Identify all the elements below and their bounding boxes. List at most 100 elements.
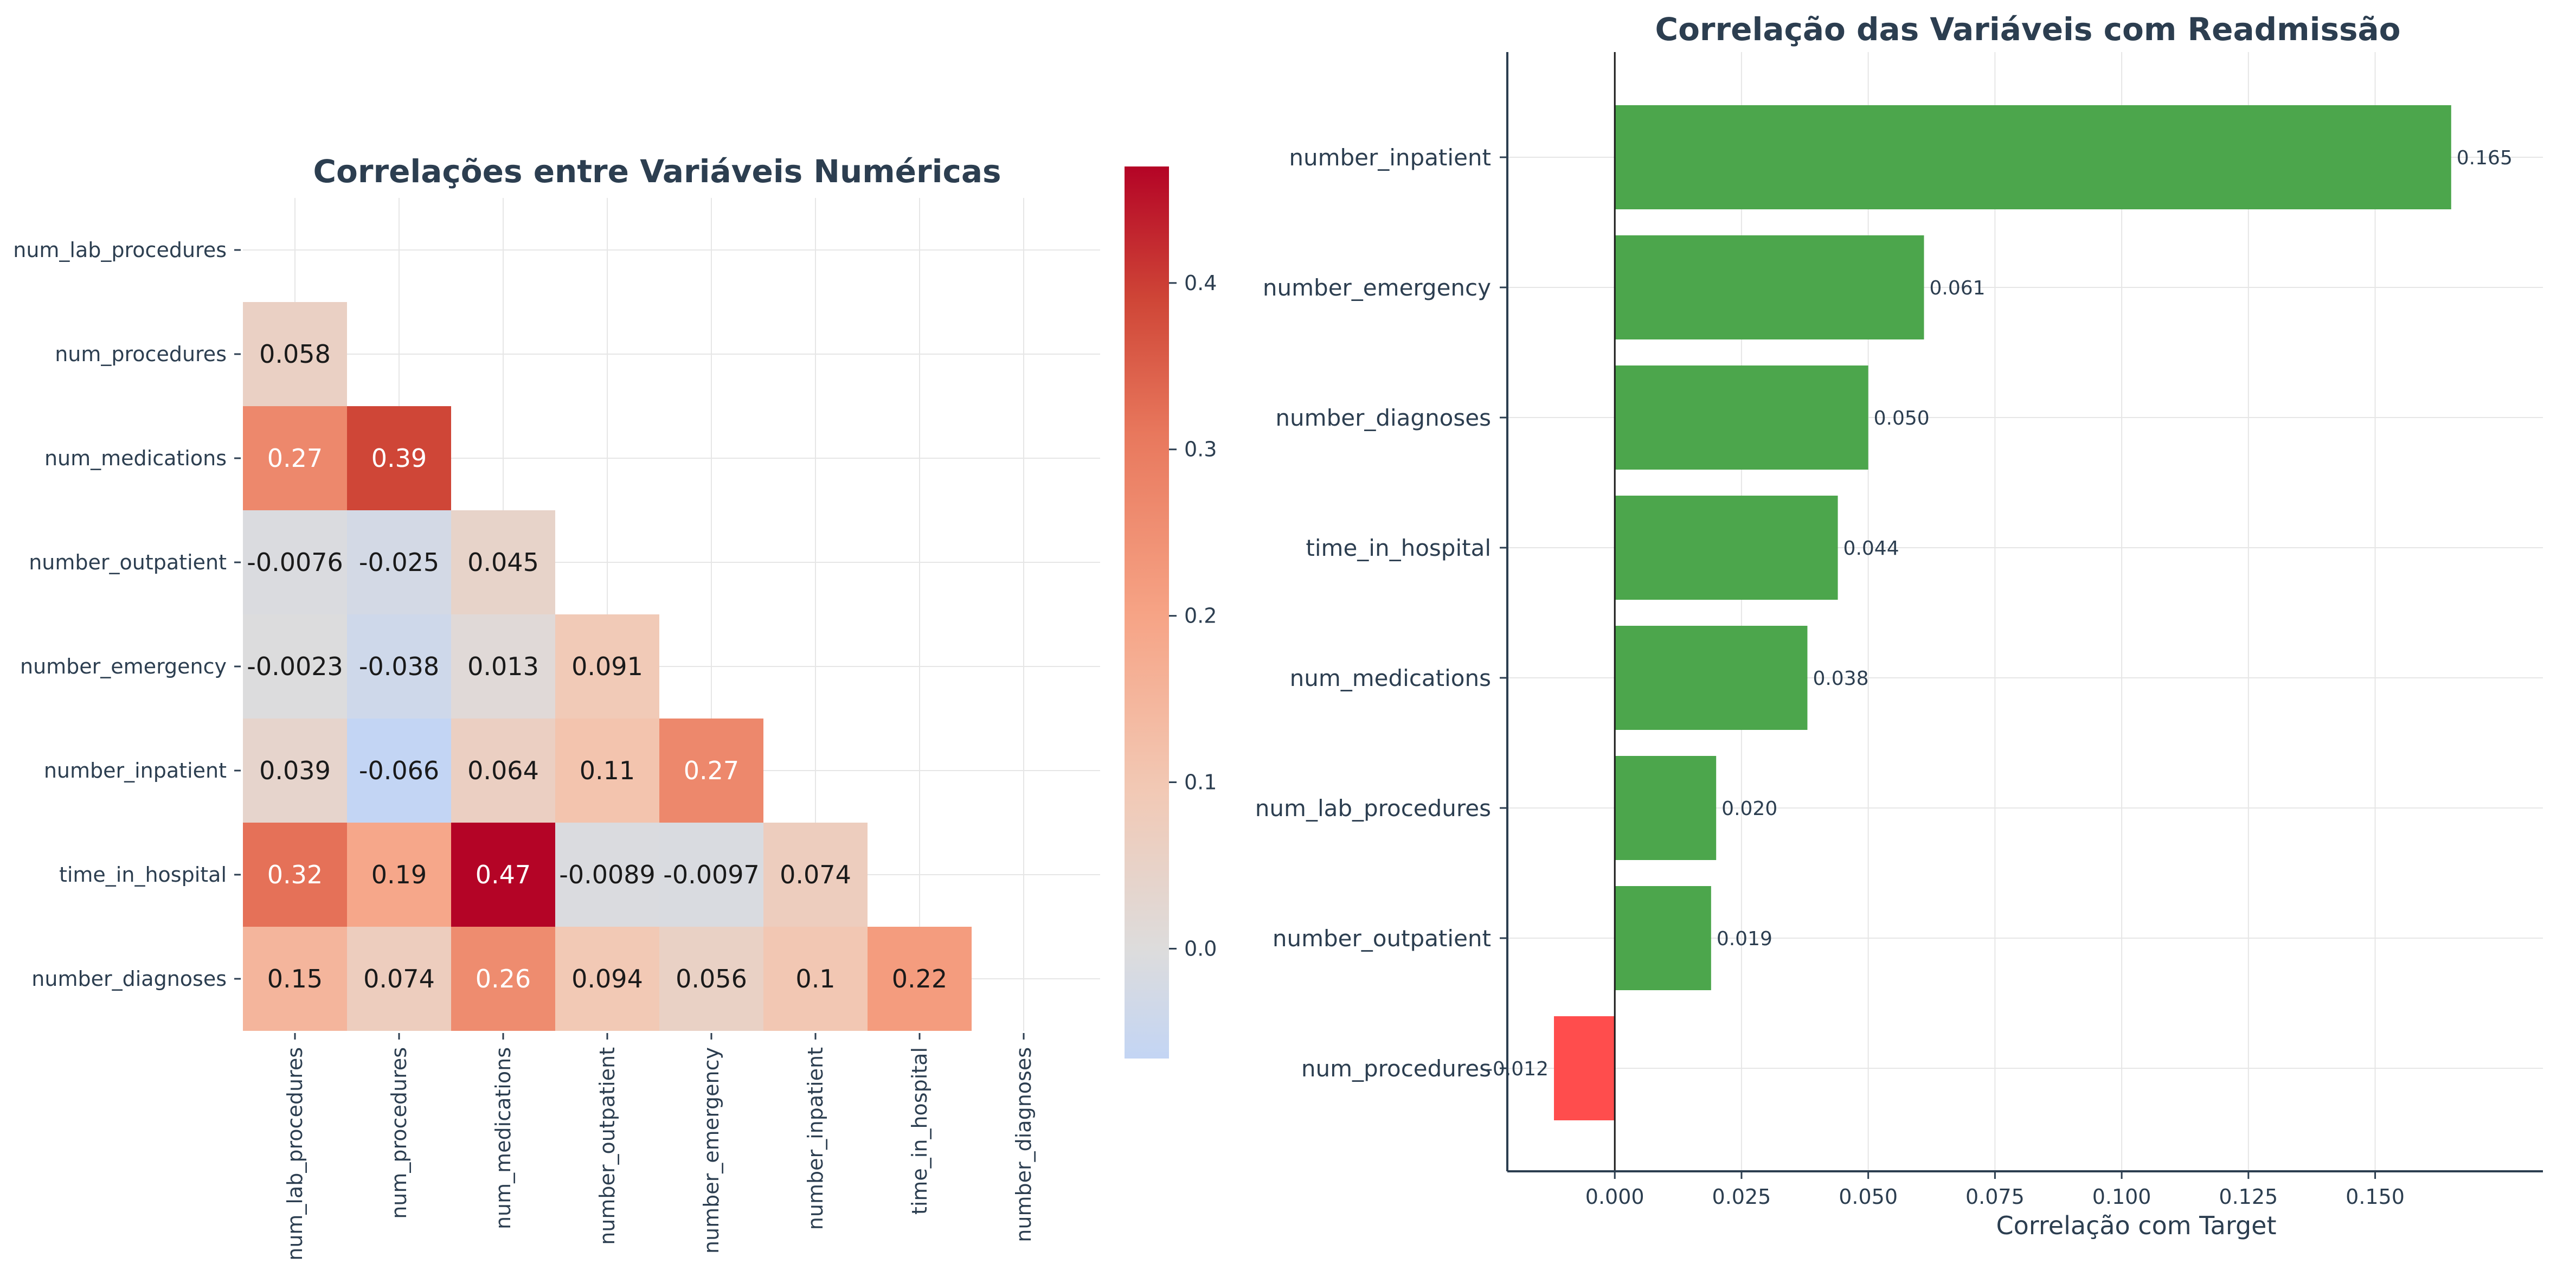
bar-value-label: 0.061 xyxy=(1929,277,1985,299)
heatmap-cell xyxy=(763,823,868,927)
heatmap-cell-label: 0.15 xyxy=(267,964,323,993)
bar-value-label: 0.044 xyxy=(1843,537,1899,560)
heatmap-cell xyxy=(347,406,451,510)
bar-category-label: num_procedures xyxy=(1301,1055,1491,1082)
heatmap-cell xyxy=(555,614,659,719)
heatmap-cell xyxy=(659,927,763,1031)
heatmap-cell-label: 0.058 xyxy=(259,339,331,369)
bar-value-label: 0.020 xyxy=(1721,798,1777,820)
heatmap-col-label: number_outpatient xyxy=(595,1047,619,1245)
heatmap-cell-label: -0.025 xyxy=(359,548,439,577)
bars xyxy=(1554,105,2451,1120)
bar xyxy=(1615,496,1838,600)
bar xyxy=(1615,235,1924,339)
heatmap-cell xyxy=(243,302,347,406)
heatmap-cell xyxy=(243,510,347,614)
heatmap-row-label: number_outpatient xyxy=(29,550,227,574)
bar-xticks: 0.000 0.025 0.050 0.075 0.100 0.125 0.150 xyxy=(1585,1171,2405,1209)
bar xyxy=(1615,626,1808,730)
bar xyxy=(1615,886,1711,990)
heatmap-cell-label: 0.039 xyxy=(259,756,331,785)
heatmap-cell-label: 0.074 xyxy=(363,964,435,993)
bar-value-label: 0.050 xyxy=(1874,407,1930,429)
bar-xtick-label: 0.100 xyxy=(2092,1185,2151,1209)
heatmap-cell-label: 0.1 xyxy=(795,964,835,993)
heatmap-row-label: number_inpatient xyxy=(44,759,227,782)
heatmap-cell-label: -0.066 xyxy=(359,756,439,785)
heatmap-row-label: time_in_hospital xyxy=(59,863,227,887)
bar-category-label: number_emergency xyxy=(1263,274,1491,301)
heatmap-col-label: number_emergency xyxy=(699,1047,723,1254)
bar-value-label: 0.165 xyxy=(2457,147,2513,169)
heatmap-cells: 0.058 0.27 0.39 -0.0076 -0.025 0.045 -0.0023 -0… xyxy=(243,302,972,1031)
bar-axes xyxy=(1506,52,2543,1172)
heatmap-cell-label: -0.0097 xyxy=(663,860,760,889)
bar-xtick-label: 0.125 xyxy=(2219,1185,2278,1209)
heatmap-row-label: number_emergency xyxy=(20,655,227,678)
colorbar-gradient xyxy=(1125,166,1169,1059)
bar-xlabel: Correlação com Target xyxy=(1996,1211,2277,1240)
heatmap-cell-label: 0.39 xyxy=(371,444,427,473)
bar-value-label: 0.019 xyxy=(1717,928,1772,950)
heatmap-cell-label: 0.11 xyxy=(580,756,635,785)
heatmap-row-label: num_medications xyxy=(44,446,227,470)
heatmap-cell-label: 0.091 xyxy=(571,652,643,681)
heatmap-cell-label: -0.0089 xyxy=(559,860,656,889)
heatmap-cell xyxy=(347,927,451,1031)
heatmap-row-label: number_diagnoses xyxy=(31,967,227,991)
heatmap-cell xyxy=(347,823,451,927)
colorbar: 0.0 0.1 0.2 0.3 0.4 xyxy=(1125,166,1217,1059)
colorbar-tick-label: 0.3 xyxy=(1184,438,1217,461)
heatmap-cell-label: 0.19 xyxy=(371,860,427,889)
heatmap-col-label: number_diagnoses xyxy=(1012,1047,1036,1242)
heatmap-cell xyxy=(243,614,347,719)
bar-category-label: num_medications xyxy=(1290,665,1491,691)
colorbar-tick-label: 0.4 xyxy=(1184,271,1217,295)
heatmap-cell xyxy=(451,614,555,719)
heatmap-col-label: num_procedures xyxy=(387,1047,411,1219)
heatmap-cell xyxy=(451,719,555,823)
heatmap-cell-label: 0.26 xyxy=(476,964,531,993)
heatmap-row-labels: num_lab_procedures num_procedures num_medi… xyxy=(13,238,241,991)
heatmap-cell xyxy=(555,719,659,823)
bar-category-labels: number_inpatient number_emergency number_d… xyxy=(1255,144,1507,1082)
heatmap-cell xyxy=(243,719,347,823)
heatmap-col-labels: num_lab_procedures num_procedures num_medi… xyxy=(283,1033,1036,1261)
bar xyxy=(1615,105,2451,209)
heatmap-cell xyxy=(347,510,451,614)
heatmap-col-label: number_inpatient xyxy=(804,1047,827,1230)
heatmap-panel: Correlações entre Variáveis Numéricas 0.… xyxy=(13,153,1100,1261)
heatmap-cell xyxy=(243,823,347,927)
colorbar-ticks: 0.0 0.1 0.2 0.3 0.4 xyxy=(1169,271,1217,960)
heatmap-cell-label: -0.038 xyxy=(359,652,439,681)
heatmap-cell xyxy=(451,510,555,614)
heatmap-col-label: num_medications xyxy=(491,1047,515,1229)
heatmap-row-label: num_lab_procedures xyxy=(13,238,227,262)
heatmap-cell-label: 0.045 xyxy=(467,548,539,577)
heatmap-cell-label: 0.27 xyxy=(267,444,323,473)
heatmap-cell-label: 0.013 xyxy=(467,652,539,681)
heatmap-cell xyxy=(659,719,763,823)
bar-grid xyxy=(1507,52,2543,1171)
heatmap-cell xyxy=(555,927,659,1031)
heatmap-title: Correlações entre Variáveis Numéricas xyxy=(313,153,1001,190)
bar-category-label: number_inpatient xyxy=(1289,144,1491,171)
bar xyxy=(1615,756,1717,860)
heatmap-cell xyxy=(763,927,868,1031)
heatmap-cell xyxy=(347,614,451,719)
heatmap-cell xyxy=(555,823,659,927)
bar-panel: Correlação das Variáveis com Readmissão … xyxy=(1255,11,2543,1240)
bar-category-label: number_outpatient xyxy=(1273,925,1491,952)
bar xyxy=(1554,1016,1615,1120)
heatmap-cell-label: 0.32 xyxy=(267,860,323,889)
bar-xtick-label: 0.050 xyxy=(1839,1185,1898,1209)
heatmap-cell xyxy=(243,927,347,1031)
bar-xtick-label: 0.075 xyxy=(1965,1185,2025,1209)
heatmap-cell-label: 0.094 xyxy=(571,964,643,993)
colorbar-tick-label: 0.2 xyxy=(1184,604,1217,628)
bar-xtick-label: 0.000 xyxy=(1585,1185,1644,1209)
bar-title: Correlação das Variáveis com Readmissão xyxy=(1655,11,2401,48)
heatmap-cell xyxy=(451,927,555,1031)
bar xyxy=(1615,365,1868,470)
